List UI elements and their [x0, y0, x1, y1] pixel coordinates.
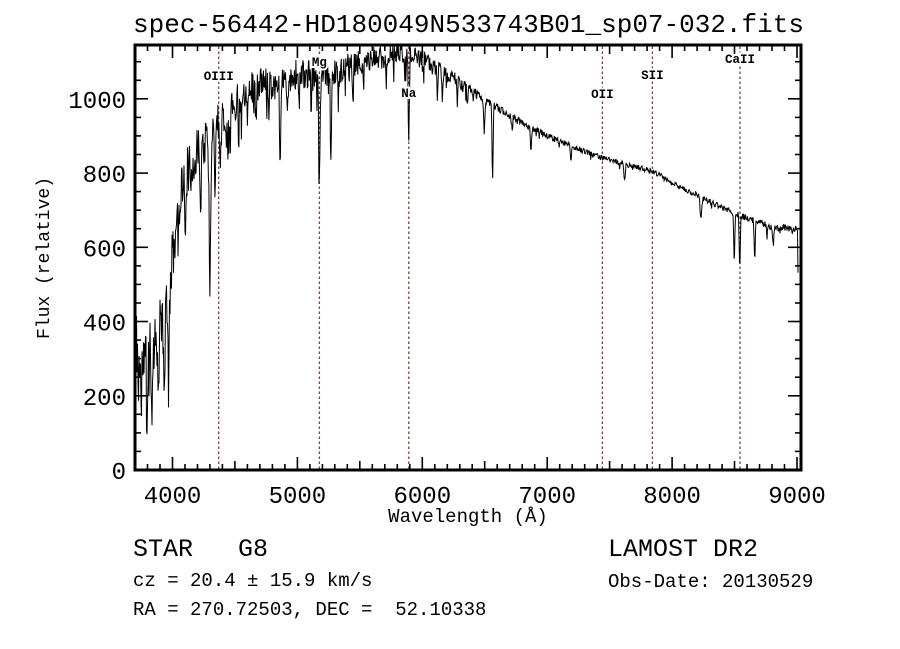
obs-date-text: Obs-Date: 20130529 [608, 571, 814, 593]
x-axis-tick-label: 4000 [144, 484, 202, 511]
object-class-text: STAR G8 [133, 535, 269, 564]
spectral-line-label: OIII [204, 70, 234, 84]
x-axis-label: Wavelength (Å) [388, 506, 548, 528]
x-axis-tick-label: 9000 [768, 484, 826, 511]
spectral-line-label: Mg [312, 56, 327, 70]
spectral-line-label: OII [591, 88, 614, 102]
spectral-line-label: CaII [725, 53, 755, 67]
spectral-line-label: Na [401, 87, 417, 101]
figure-title: spec-56442-HD180049N533743B01_sp07-032.f… [133, 10, 804, 40]
y-axis-tick-label: 200 [83, 386, 126, 413]
y-axis-tick-label: 400 [83, 312, 126, 339]
x-axis-tick-label: 7000 [518, 484, 576, 511]
spectral-line-label: SII [641, 69, 664, 83]
x-axis-tick-label: 5000 [269, 484, 327, 511]
ra-dec-text: RA = 270.72503, DEC = 52.10338 [133, 599, 487, 621]
y-axis-tick-label: 1000 [68, 89, 126, 116]
survey-release-text: LAMOST DR2 [608, 535, 759, 564]
y-axis-tick-label: 600 [83, 237, 126, 264]
y-axis-tick-label: 0 [112, 460, 126, 487]
spectrum-line [135, 45, 799, 435]
radial-velocity-text: cz = 20.4 ± 15.9 km/s [133, 570, 373, 592]
x-axis-tick-label: 6000 [393, 484, 451, 511]
y-axis-tick-label: 800 [83, 163, 126, 190]
x-axis-tick-label: 8000 [643, 484, 701, 511]
plot-frame [133, 43, 803, 472]
